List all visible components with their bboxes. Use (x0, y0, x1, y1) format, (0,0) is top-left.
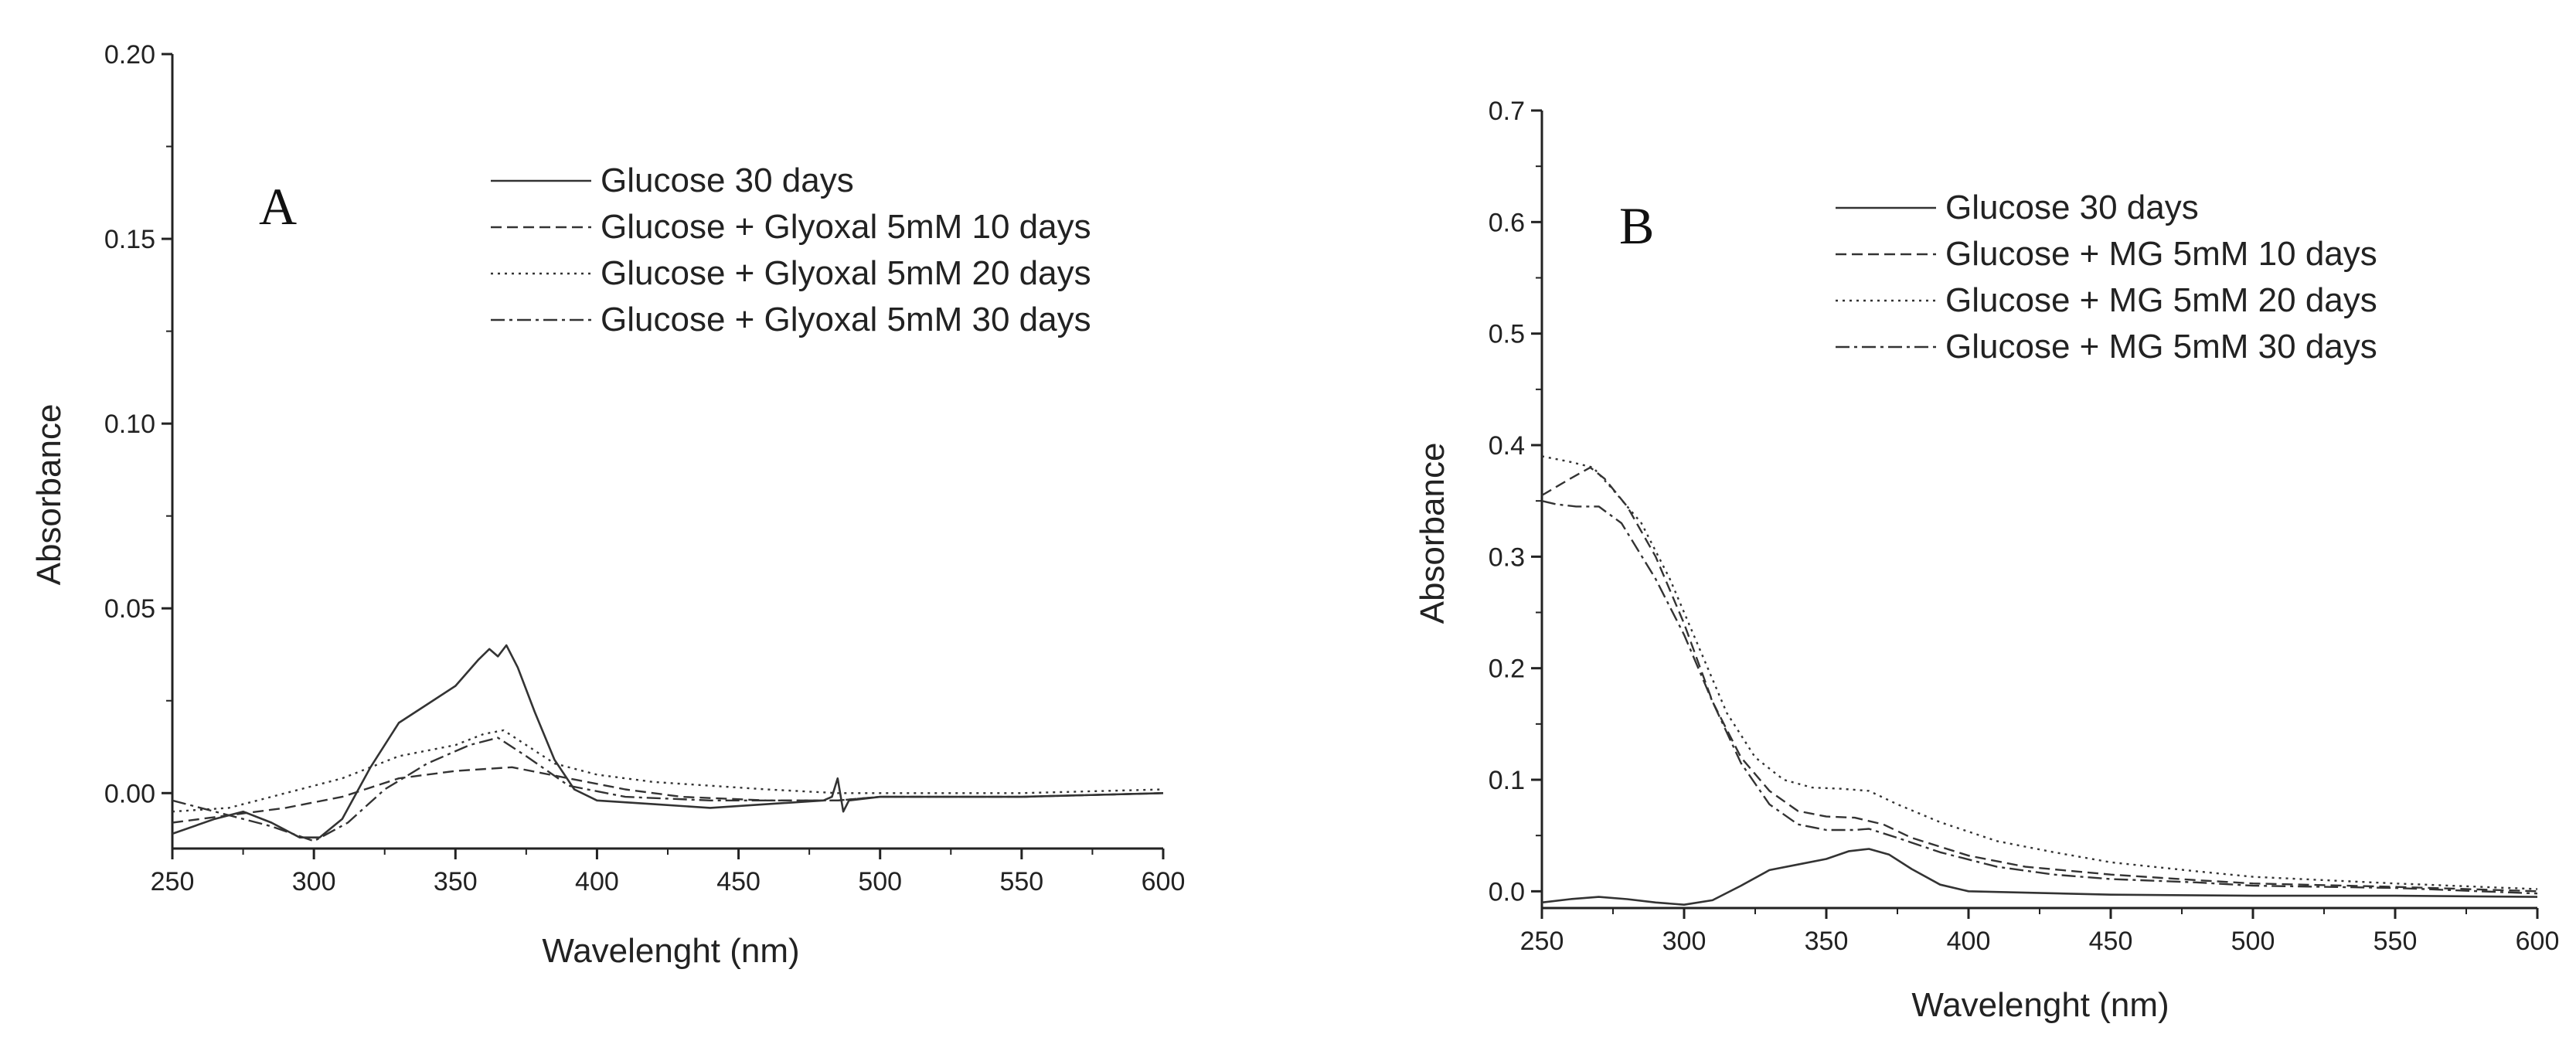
panel-b-x-tick-label: 300 (1662, 927, 1707, 956)
panel-b-y-tick-label: 0.6 (1489, 208, 1525, 237)
panel-b-legend-label-2: Glucose + MG 5mM 10 days (1945, 235, 2377, 273)
panel-b-x-tick-label: 400 (1947, 927, 1991, 956)
panel-a-y-tick-label: 0.15 (104, 225, 155, 254)
panel-b-label: B (1619, 196, 1654, 255)
panel-a-y-tick-label: 0.10 (104, 410, 155, 439)
panel-a-x-tick-label: 500 (858, 867, 902, 896)
panel-b-x-tick-label: 250 (1520, 927, 1564, 956)
panel-a-x-tick-label: 550 (999, 867, 1043, 896)
panel-a-series-line-2 (172, 766, 1164, 824)
panel-b-y-tick-label: 0.0 (1489, 877, 1525, 906)
panel-a-x-axis-title: Wavelenght (nm) (542, 932, 799, 970)
panel-b-x-tick-label: 500 (2231, 927, 2275, 956)
panel-a-y-tick-label: 0.20 (104, 40, 155, 70)
panel-b-x-tick-label: 600 (2516, 927, 2560, 956)
panel-b-legend-label-3: Glucose + MG 5mM 20 days (1945, 281, 2377, 319)
panel-b-legend: Glucose 30 days Glucose + MG 5mM 10 days G… (1836, 189, 2377, 366)
panel-b-series-line-2 (1541, 466, 2538, 893)
panel-b-series-line-3 (1541, 455, 2538, 890)
panel-b-y-tick-label: 0.7 (1489, 97, 1525, 126)
panel-a-x-tick-label: 250 (151, 867, 195, 896)
panel-a-series-line-1 (172, 644, 1164, 838)
panel-a-y-tick-label: 0.05 (104, 594, 155, 624)
panel-a-legend: Glucose 30 days Glucose + Glyoxal 5mM 10 … (491, 162, 1091, 338)
panel-a-y-axis-title: Absorbance (30, 404, 68, 586)
panel-b-x-tick-label: 450 (2089, 927, 2133, 956)
panel-b-legend-label-4: Glucose + MG 5mM 30 days (1945, 328, 2377, 366)
panel-b-y-tick-label: 0.4 (1489, 431, 1525, 461)
panel-b-series-line-1 (1541, 848, 2538, 906)
chart-panel-a: A Wavelenght (nm) Absorbance 250 300 350 40… (30, 40, 1185, 970)
panel-a-y-tick-label: 0.00 (104, 779, 155, 808)
panel-a-legend-label-1: Glucose 30 days (601, 162, 854, 199)
panel-a-x-tick-label: 600 (1142, 867, 1186, 896)
panel-b-y-tick-label: 0.1 (1489, 766, 1525, 795)
panel-b-y-tick-label: 0.2 (1489, 655, 1525, 684)
panel-b-y-tick-label: 0.3 (1489, 543, 1525, 572)
panel-a-x-tick-label: 400 (575, 867, 619, 896)
panel-a-legend-label-2: Glucose + Glyoxal 5mM 10 days (601, 208, 1091, 246)
panel-b-y-axis-title: Absorbance (1414, 443, 1451, 624)
panel-a-series-line-3 (172, 729, 1164, 813)
panel-b-x-tick-label: 550 (2374, 927, 2418, 956)
panel-b-y-tick-label: 0.5 (1489, 320, 1525, 349)
panel-a-x-tick-label: 300 (292, 867, 336, 896)
chart-panel-b: B Wavelenght (nm) Absorbance 250 300 350 40… (1414, 97, 2559, 1024)
panel-b-x-axis-title: Wavelenght (nm) (1911, 986, 2169, 1024)
panel-a-series-line-4 (172, 736, 1164, 842)
panel-a-legend-label-3: Glucose + Glyoxal 5mM 20 days (601, 254, 1091, 292)
panel-b-series-line-4 (1541, 500, 2538, 895)
panel-b-x-tick-label: 350 (1805, 927, 1849, 956)
panel-a-x-tick-label: 350 (434, 867, 478, 896)
panel-a-label: A (259, 177, 297, 236)
panel-b-legend-label-1: Glucose 30 days (1945, 189, 2199, 226)
panel-a-legend-label-4: Glucose + Glyoxal 5mM 30 days (601, 301, 1091, 338)
panel-a-x-tick-label: 450 (716, 867, 761, 896)
